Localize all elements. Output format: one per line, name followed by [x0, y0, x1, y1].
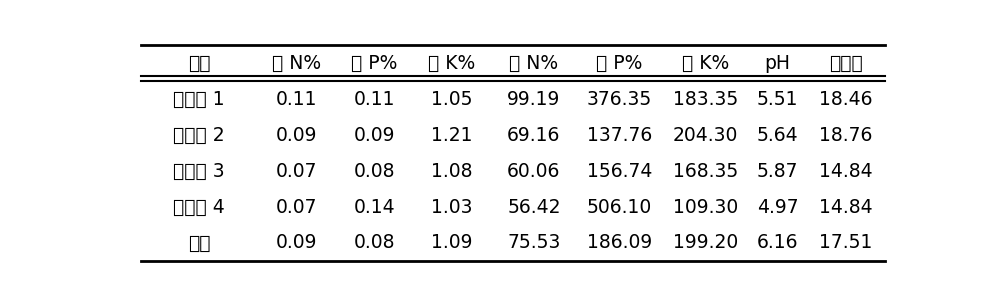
Text: 204.30: 204.30	[673, 126, 738, 145]
Text: 1.05: 1.05	[431, 90, 473, 109]
Text: 速 P%: 速 P%	[596, 54, 643, 73]
Text: 0.08: 0.08	[353, 234, 395, 253]
Text: 14.84: 14.84	[819, 162, 872, 181]
Text: 168.35: 168.35	[673, 162, 738, 181]
Text: 0.09: 0.09	[276, 234, 317, 253]
Text: 18.76: 18.76	[819, 126, 872, 145]
Text: 18.46: 18.46	[819, 90, 872, 109]
Text: 376.35: 376.35	[587, 90, 652, 109]
Text: 1.03: 1.03	[431, 197, 473, 216]
Text: 14.84: 14.84	[819, 197, 872, 216]
Text: 4.97: 4.97	[757, 197, 798, 216]
Text: 5.51: 5.51	[757, 90, 798, 109]
Text: 109.30: 109.30	[673, 197, 738, 216]
Text: 有机质: 有机质	[829, 54, 862, 73]
Text: 0.14: 0.14	[353, 197, 395, 216]
Text: 0.09: 0.09	[353, 126, 395, 145]
Text: 全 N%: 全 N%	[272, 54, 321, 73]
Text: 0.07: 0.07	[276, 162, 317, 181]
Text: 56.42: 56.42	[507, 197, 561, 216]
Text: 1.09: 1.09	[431, 234, 473, 253]
Text: 1.08: 1.08	[431, 162, 473, 181]
Text: 实施例 1: 实施例 1	[173, 90, 225, 109]
Text: 186.09: 186.09	[587, 234, 652, 253]
Text: 组别: 组别	[188, 54, 210, 73]
Text: 60.06: 60.06	[507, 162, 561, 181]
Text: 5.64: 5.64	[757, 126, 798, 145]
Text: 速 N%: 速 N%	[509, 54, 558, 73]
Text: 6.16: 6.16	[757, 234, 798, 253]
Text: 199.20: 199.20	[673, 234, 738, 253]
Text: 全 K%: 全 K%	[428, 54, 476, 73]
Text: 0.07: 0.07	[276, 197, 317, 216]
Text: 156.74: 156.74	[587, 162, 652, 181]
Text: 99.19: 99.19	[507, 90, 561, 109]
Text: 5.87: 5.87	[757, 162, 798, 181]
Text: 506.10: 506.10	[587, 197, 652, 216]
Text: 183.35: 183.35	[673, 90, 738, 109]
Text: 137.76: 137.76	[587, 126, 652, 145]
Text: 17.51: 17.51	[819, 234, 872, 253]
Text: 75.53: 75.53	[507, 234, 561, 253]
Text: 全 P%: 全 P%	[351, 54, 397, 73]
Text: 速 K%: 速 K%	[682, 54, 729, 73]
Text: 69.16: 69.16	[507, 126, 561, 145]
Text: 实施例 4: 实施例 4	[173, 197, 225, 216]
Text: 实施例 2: 实施例 2	[173, 126, 225, 145]
Text: 1.21: 1.21	[431, 126, 473, 145]
Text: 0.11: 0.11	[276, 90, 317, 109]
Text: 0.11: 0.11	[353, 90, 395, 109]
Text: 0.08: 0.08	[353, 162, 395, 181]
Text: 实施例 3: 实施例 3	[173, 162, 225, 181]
Text: 0.09: 0.09	[276, 126, 317, 145]
Text: 空白: 空白	[188, 234, 210, 253]
Text: pH: pH	[764, 54, 790, 73]
